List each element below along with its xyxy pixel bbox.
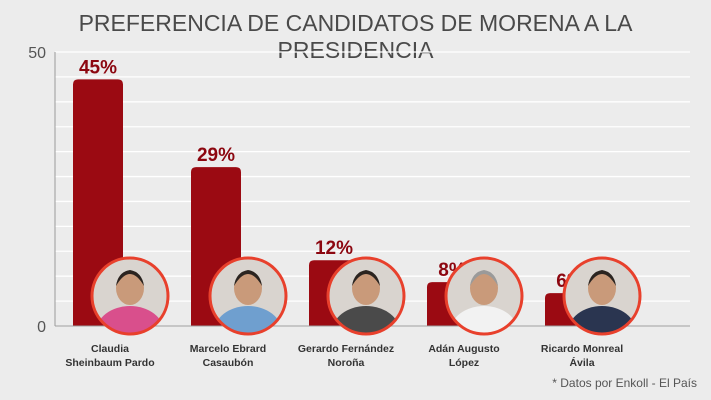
photo-hair — [234, 270, 262, 286]
photo-hair — [588, 270, 616, 286]
photo-hair — [116, 270, 144, 286]
candidate-photo — [562, 256, 642, 336]
y-tick-label: 50 — [28, 45, 46, 62]
source-footnote: * Datos por Enkoll - El País — [552, 376, 697, 390]
candidate-photo — [444, 256, 524, 336]
photo-torso — [96, 306, 164, 334]
value-label: 29% — [197, 145, 235, 166]
photo-ring — [90, 256, 170, 336]
candidate-photo — [326, 256, 406, 336]
photo-torso — [332, 306, 400, 334]
candidate-photo — [90, 256, 170, 336]
category-label: Adán Augusto — [428, 343, 499, 355]
category-label: Gerardo Fernández — [298, 343, 394, 355]
photo-torso — [568, 306, 636, 334]
category-labels: Claudia Sheinbaum Pardo Marcelo Ebrard Casa… — [65, 343, 623, 369]
category-label: Casaubón — [203, 357, 254, 369]
photo-ring — [444, 256, 524, 336]
y-tick-label: 0 — [37, 319, 46, 336]
category-label: Noroña — [328, 357, 365, 369]
category-label: Claudia — [91, 343, 129, 355]
category-label: López — [449, 357, 479, 369]
value-label: 12% — [315, 238, 353, 259]
photo-torso — [214, 306, 282, 334]
photo-hair — [352, 270, 380, 286]
avatars — [90, 256, 642, 336]
category-label: Ricardo Monreal — [541, 343, 623, 355]
photo-head — [234, 271, 262, 305]
candidate-photo — [208, 256, 288, 336]
photo-head — [588, 271, 616, 305]
photo-ring — [208, 256, 288, 336]
photo-ring — [326, 256, 406, 336]
photo-head — [470, 271, 498, 305]
category-label: Ávila — [569, 356, 594, 369]
value-label: 45% — [79, 57, 117, 78]
category-label: Marcelo Ebrard — [190, 343, 266, 355]
value-labels: 45%29%12%8%6% — [79, 57, 584, 292]
photo-torso — [450, 306, 518, 334]
category-label: Sheinbaum Pardo — [65, 357, 154, 369]
photo-head — [116, 271, 144, 305]
photo-hair — [470, 270, 498, 286]
chart-title: PREFERENCIA DE CANDIDATOS DE MORENA A LA… — [78, 10, 633, 63]
photo-head — [352, 271, 380, 305]
photo-ring — [562, 256, 642, 336]
